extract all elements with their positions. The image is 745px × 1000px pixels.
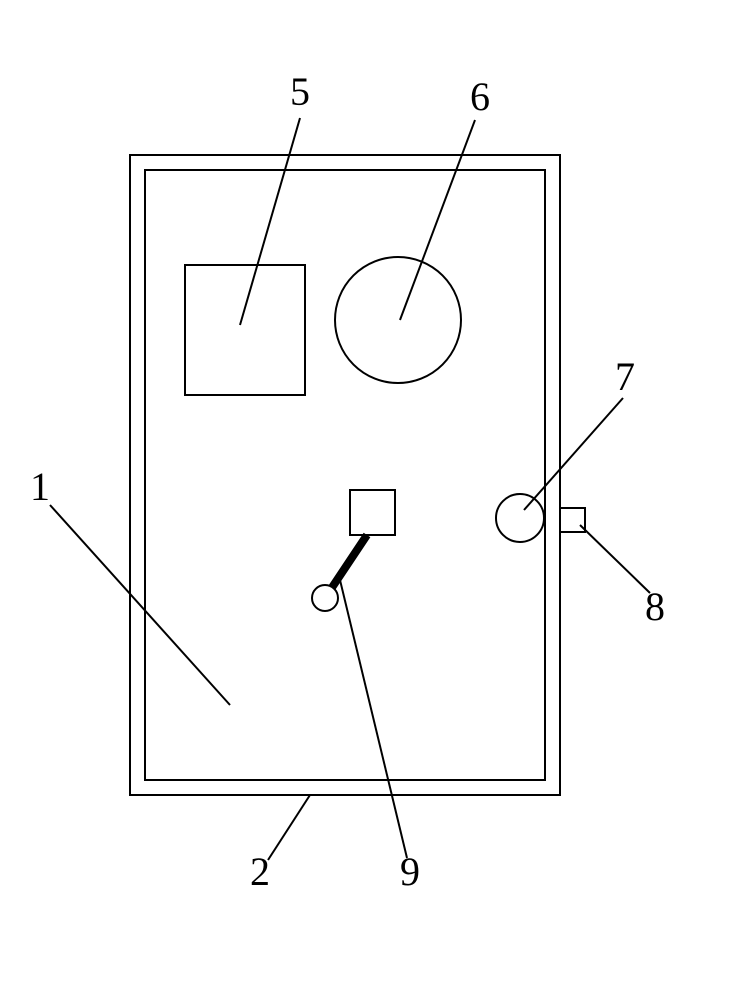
part-8-latch — [560, 508, 585, 532]
label-6: 6 — [470, 74, 490, 119]
part-7-knob — [496, 494, 544, 542]
label-7: 7 — [615, 354, 635, 399]
leader-6 — [400, 120, 475, 320]
label-5: 5 — [290, 69, 310, 114]
part-9-lever-base — [350, 490, 395, 535]
outer-body-rect — [130, 155, 560, 795]
leader-8 — [580, 525, 650, 593]
technical-diagram: 1 2 5 6 7 8 9 — [0, 0, 745, 1000]
leader-9 — [340, 580, 407, 858]
leader-5 — [240, 118, 300, 325]
label-8: 8 — [645, 584, 665, 629]
part-6-circle — [335, 257, 461, 383]
label-2: 2 — [250, 849, 270, 894]
part-9-lever-knob — [312, 585, 338, 611]
label-9: 9 — [400, 849, 420, 894]
leader-1 — [50, 505, 230, 705]
part-5-square — [185, 265, 305, 395]
leader-2 — [268, 795, 310, 860]
label-1: 1 — [30, 464, 50, 509]
leader-7 — [524, 398, 623, 510]
inner-panel-rect — [145, 170, 545, 780]
